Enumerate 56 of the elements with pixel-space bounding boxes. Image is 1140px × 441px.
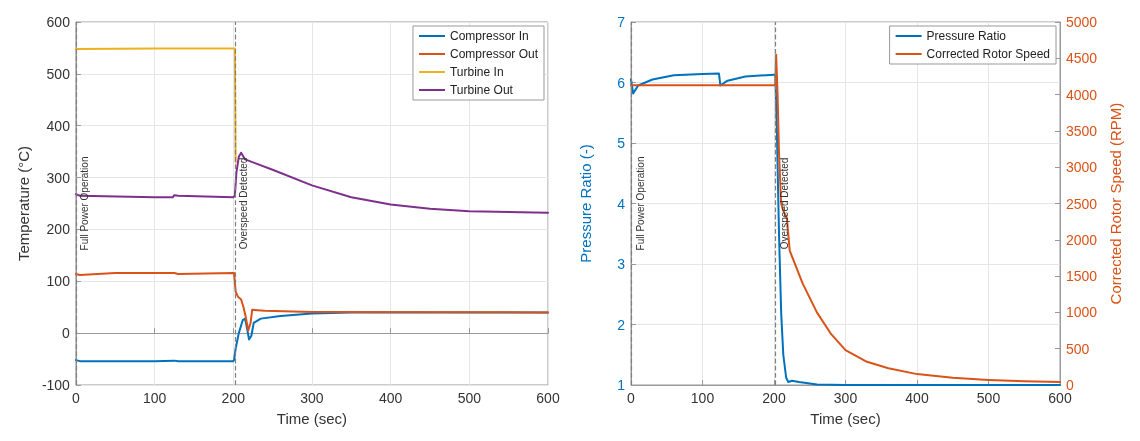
legend-label: Corrected Rotor Speed bbox=[926, 47, 1051, 61]
x-tick-label: 600 bbox=[536, 390, 560, 406]
y-tick-label: 100 bbox=[46, 273, 71, 290]
ref-line-label: Overspeed Detected bbox=[238, 157, 250, 250]
x-tick-label: 0 bbox=[72, 390, 81, 406]
x-tick-label: 400 bbox=[905, 390, 929, 406]
x-tick-label: 100 bbox=[142, 390, 167, 406]
ref-line-label: Overspeed Detected bbox=[778, 157, 790, 250]
y-tick-label: 500 bbox=[46, 65, 71, 82]
y2-tick-label: 4500 bbox=[1066, 50, 1098, 67]
x-tick-label: 600 bbox=[1048, 390, 1072, 406]
y-tick-label: 4 bbox=[617, 195, 626, 212]
y-axis-title: Pressure Ratio (-) bbox=[577, 144, 594, 263]
y-tick-label: 0 bbox=[62, 325, 71, 342]
ref-line-label: Full Power Operation bbox=[79, 156, 91, 251]
y-tick-label: 600 bbox=[46, 14, 71, 30]
y-tick-label: 7 bbox=[617, 14, 626, 30]
y2-tick-label: 0 bbox=[1066, 377, 1074, 393]
y-axis-title: Temperature (°C) bbox=[15, 145, 32, 262]
y2-tick-label: 1000 bbox=[1066, 304, 1098, 321]
y-tick-label: 1 bbox=[617, 377, 626, 393]
y-tick-label: 400 bbox=[46, 117, 71, 134]
y2-tick-label: 2500 bbox=[1066, 195, 1098, 212]
y-tick-label: 5 bbox=[617, 135, 626, 151]
y2-axis-title: Corrected Rotor Speed (RPM) bbox=[1107, 102, 1125, 305]
y-tick-label: 200 bbox=[46, 221, 71, 238]
x-tick-label: 300 bbox=[300, 390, 324, 406]
x-tick-label: 200 bbox=[221, 390, 246, 406]
legend-label: Pressure Ratio bbox=[926, 29, 1007, 43]
y-tick-label: -100 bbox=[41, 377, 71, 393]
x-tick-label: 500 bbox=[457, 390, 482, 406]
y-tick-label: 300 bbox=[46, 169, 71, 186]
x-axis-title: Time (sec) bbox=[810, 410, 881, 427]
y-tick-label: 3 bbox=[617, 256, 626, 272]
y2-tick-label: 1500 bbox=[1066, 268, 1098, 285]
legend-label: Turbine In bbox=[449, 65, 504, 79]
x-tick-label: 400 bbox=[378, 390, 403, 406]
y2-tick-label: 2000 bbox=[1066, 231, 1098, 248]
ref-line-label: Full Power Operation bbox=[634, 156, 646, 251]
legend-label: Compressor In bbox=[449, 29, 529, 43]
legend-label: Turbine Out bbox=[449, 83, 514, 97]
line-series bbox=[74, 271, 549, 332]
y2-tick-label: 3500 bbox=[1066, 122, 1098, 139]
x-tick-label: 0 bbox=[627, 390, 636, 406]
y2-tick-label: 4000 bbox=[1066, 86, 1098, 103]
y2-tick-label: 500 bbox=[1066, 340, 1090, 357]
y2-tick-label: 5000 bbox=[1066, 14, 1098, 30]
x-axis-title: Time (sec) bbox=[276, 410, 348, 427]
x-tick-label: 300 bbox=[833, 390, 858, 406]
legend-label: Compressor Out bbox=[449, 47, 539, 61]
y-tick-label: 6 bbox=[617, 74, 626, 91]
y2-tick-label: 3000 bbox=[1066, 159, 1098, 176]
x-tick-label: 100 bbox=[690, 390, 715, 406]
x-tick-label: 200 bbox=[762, 390, 786, 406]
y-tick-label: 2 bbox=[617, 316, 626, 333]
x-tick-label: 500 bbox=[976, 390, 1001, 406]
